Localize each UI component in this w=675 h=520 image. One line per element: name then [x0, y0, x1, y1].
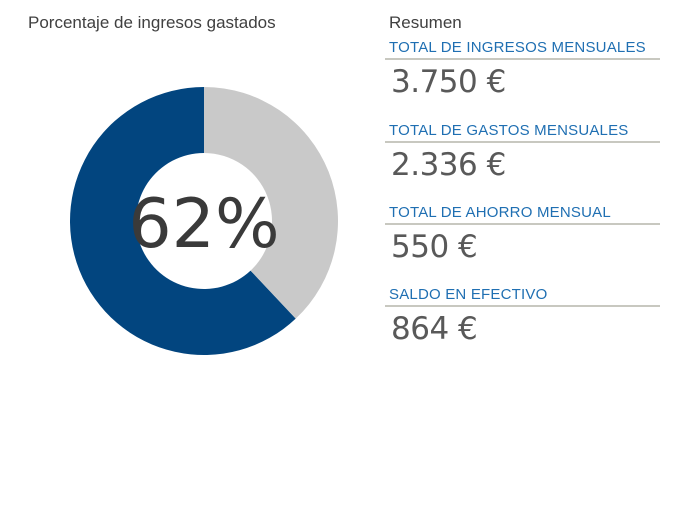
divider: [385, 141, 660, 143]
divider: [385, 223, 660, 225]
donut-chart: 62%: [69, 87, 338, 356]
kpi-label: SALDO EN EFECTIVO: [389, 286, 548, 303]
kpi-value: 2.336 €: [391, 147, 506, 183]
divider: [385, 305, 660, 307]
divider: [385, 58, 660, 60]
kpi-label: TOTAL DE INGRESOS MENSUALES: [389, 39, 646, 56]
kpi-saldo-efectivo: SALDO EN EFECTIVO 864 €: [385, 285, 660, 347]
kpi-total-gastos: TOTAL DE GASTOS MENSUALES 2.336 €: [385, 121, 660, 183]
donut-slice-spent: [69, 87, 296, 356]
kpi-value: 550 €: [391, 229, 478, 265]
kpi-label: TOTAL DE AHORRO MENSUAL: [389, 204, 611, 221]
kpi-label: TOTAL DE GASTOS MENSUALES: [389, 122, 629, 139]
chart-title: Porcentaje de ingresos gastados: [28, 13, 276, 32]
kpi-value: 3.750 €: [391, 64, 506, 100]
kpi-total-ahorro: TOTAL DE AHORRO MENSUAL 550 €: [385, 203, 660, 265]
donut-center-label: 62%: [128, 185, 279, 264]
donut-slice-remaining: [204, 87, 338, 319]
chart-panel: Porcentaje de ingresos gastados 62%: [28, 13, 338, 356]
kpi-total-ingresos: TOTAL DE INGRESOS MENSUALES 3.750 €: [385, 38, 660, 100]
kpi-value: 864 €: [391, 311, 478, 347]
summary-title: Resumen: [389, 13, 462, 32]
